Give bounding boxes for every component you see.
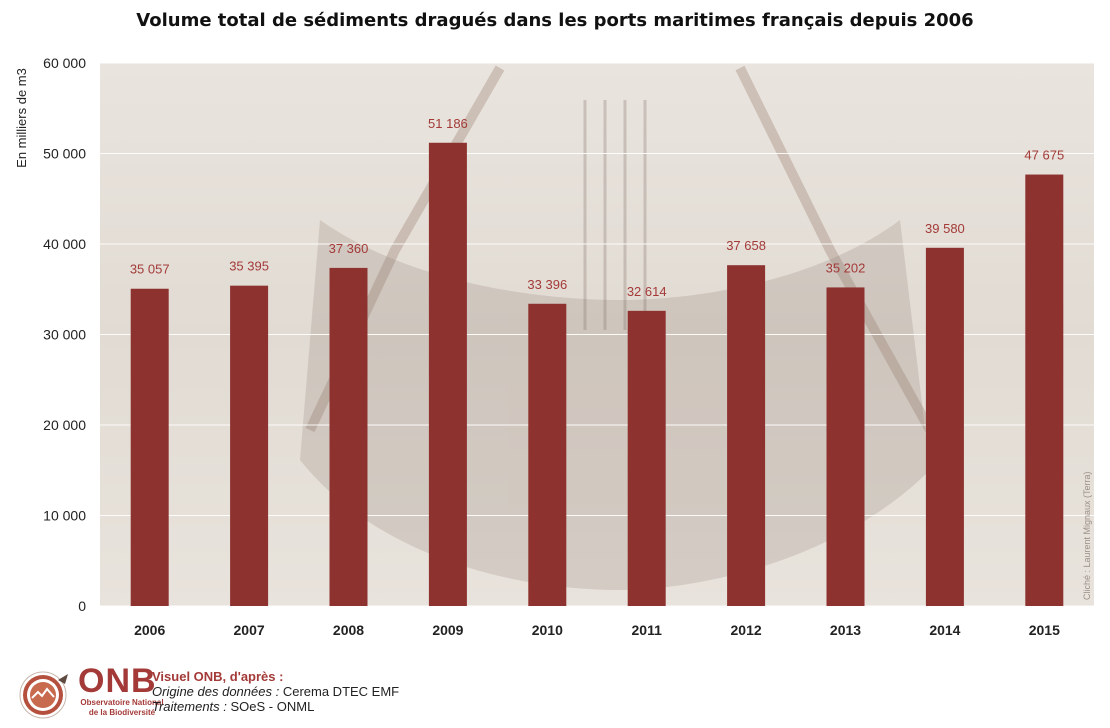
x-tick-label: 2011 — [632, 622, 663, 638]
data-label: 47 675 — [1024, 148, 1064, 163]
bar-2013 — [826, 287, 865, 606]
y-axis: 0 10 000 20 000 30 000 40 000 50 000 60 000 — [43, 55, 86, 614]
y-tick-label: 50 000 — [43, 146, 86, 162]
bar-2009 — [428, 142, 467, 606]
traitements-value: SOeS - ONML — [230, 699, 315, 714]
logo-subtitle-line1: Observatoire National — [80, 698, 164, 707]
y-tick-label: 30 000 — [43, 327, 86, 343]
x-tick-label: 2008 — [333, 622, 364, 638]
x-tick-label: 2007 — [234, 622, 265, 638]
bar-2015 — [1025, 174, 1064, 606]
y-axis-label: En milliers de m3 — [14, 68, 29, 168]
bar-2006 — [130, 288, 169, 606]
x-tick-label: 2012 — [731, 622, 762, 638]
data-label: 33 396 — [527, 277, 567, 292]
footer: ONB Observatoire National de la Biodiver… — [18, 664, 718, 724]
traitements-line: Traitements : SOeS - ONML — [152, 699, 399, 714]
x-tick-label: 2015 — [1029, 622, 1060, 638]
bar-2012 — [727, 265, 766, 606]
origine-value: Cerema DTEC EMF — [282, 684, 400, 699]
bar-2008 — [329, 267, 368, 606]
bar-chart: 0 10 000 20 000 30 000 40 000 50 000 60 000 35… — [14, 55, 1094, 638]
bar-2007 — [230, 285, 269, 606]
bar-2011 — [627, 310, 666, 606]
bar-2014 — [925, 247, 964, 606]
origine-line: Origine des données : Cerema DTEC EMF — [152, 684, 399, 699]
y-tick-label: 0 — [78, 598, 86, 614]
visuel-credit: Visuel ONB, d'après : — [152, 669, 284, 684]
onb-logo-emblem — [19, 671, 68, 719]
traitements-label: Traitements : — [152, 699, 227, 714]
x-axis: 2006 2007 2008 2009 2010 2011 2012 2013 2014 2015 — [134, 622, 1060, 638]
logo-subtitle-line2: de la Biodiversité — [88, 708, 156, 717]
data-label: 39 580 — [925, 221, 965, 236]
x-tick-label: 2006 — [134, 622, 165, 638]
bars: 35 057 35 395 37 360 51 186 33 396 32 614 37 6… — [130, 116, 1064, 606]
data-label: 35 395 — [229, 259, 269, 274]
bar-2010 — [528, 303, 567, 606]
x-tick-label: 2013 — [830, 622, 861, 638]
origine-label: Origine des données : — [152, 684, 280, 699]
chart-title: Volume total de sédiments dragués dans l… — [136, 10, 974, 31]
y-tick-label: 40 000 — [43, 236, 86, 252]
data-label: 51 186 — [428, 116, 468, 131]
data-label: 37 658 — [726, 238, 766, 253]
onb-logo: ONB Observatoire National de la Biodiver… — [78, 664, 166, 718]
photo-credit: Cliché : Laurent Mignaux (Terra) — [1082, 471, 1092, 600]
x-tick-label: 2014 — [929, 622, 960, 638]
y-tick-label: 10 000 — [43, 508, 86, 524]
x-tick-label: 2009 — [432, 622, 463, 638]
data-label: 35 202 — [826, 260, 866, 275]
y-tick-label: 20 000 — [43, 417, 86, 433]
x-tick-label: 2010 — [532, 622, 563, 638]
source-block: Visuel ONB, d'après : Origine des donnée… — [152, 669, 399, 714]
data-label: 37 360 — [329, 241, 369, 256]
data-label: 35 057 — [130, 262, 170, 277]
y-tick-label: 60 000 — [43, 55, 86, 71]
data-label: 32 614 — [627, 284, 667, 299]
logo-acronym: ONB — [78, 662, 157, 700]
